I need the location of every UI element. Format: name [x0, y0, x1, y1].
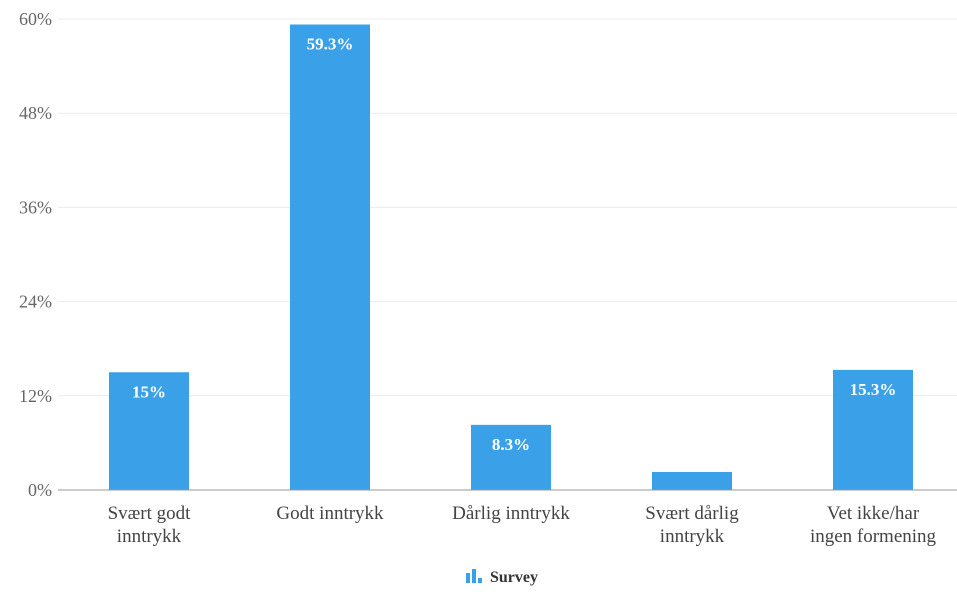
data-label: 15.3% [850, 380, 897, 399]
bar[interactable] [290, 24, 370, 491]
y-tick-label: 48% [19, 103, 52, 123]
x-tick-label: Svært godt inntrykk [108, 503, 192, 547]
data-label: 59.3% [307, 34, 354, 53]
bar[interactable] [471, 424, 551, 490]
bar[interactable] [109, 372, 189, 490]
y-tick-label: 60% [19, 9, 52, 29]
bar[interactable] [652, 471, 732, 490]
y-axis-ticks: 0% 12% 24% 36% 48% 60% [19, 9, 52, 500]
x-axis-labels: Svært godt inntrykk Godt inntrykk Dårlig in… [108, 503, 937, 547]
legend-bar-icon [466, 569, 482, 583]
legend[interactable]: Survey [466, 569, 538, 586]
y-tick-label: 0% [28, 480, 52, 500]
legend-label: Survey [490, 569, 538, 586]
x-tick-label: Dårlig inntrykk [452, 503, 570, 524]
y-tick-label: 36% [19, 197, 52, 217]
grid-lines [58, 18, 957, 397]
data-label: 8.3% [492, 435, 530, 454]
x-tick-label: Godt inntrykk [276, 503, 384, 524]
y-tick-label: 12% [19, 386, 52, 406]
x-tick-label: Vet ikke/har ingen formening [810, 503, 937, 547]
bar-series: 15% 59.3% 8.3% 15.3% [109, 24, 913, 491]
y-tick-label: 24% [19, 292, 52, 312]
bar[interactable] [833, 369, 913, 490]
data-label: 15% [132, 382, 166, 401]
x-tick-label: Svært dårlig inntrykk [645, 503, 739, 547]
